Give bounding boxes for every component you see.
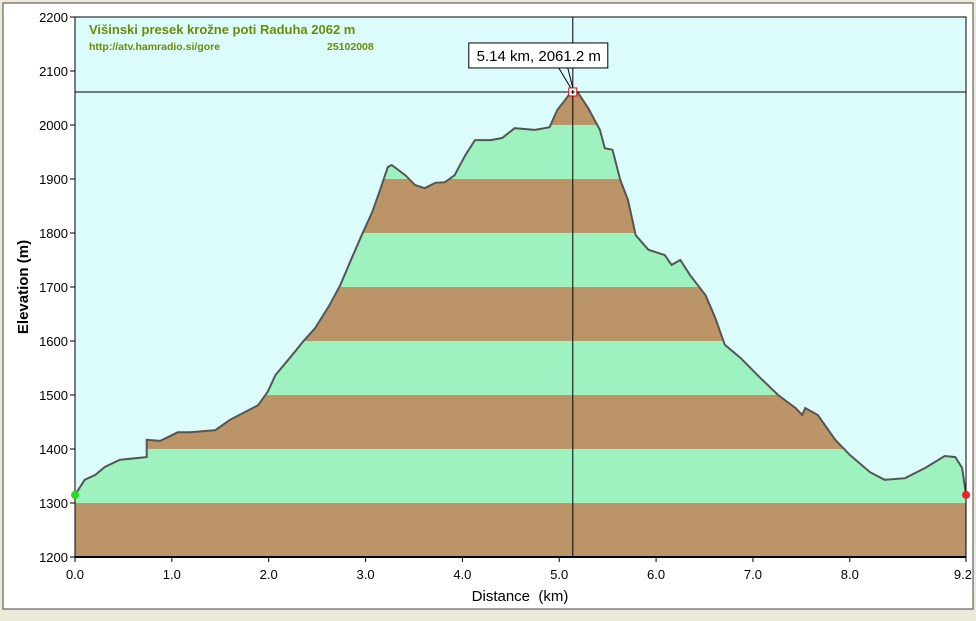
x-tick-label: 7.0 — [744, 567, 762, 582]
x-tick-label: 8.0 — [841, 567, 859, 582]
x-tick-label: 9.2 — [954, 567, 972, 582]
x-tick-label: 2.0 — [260, 567, 278, 582]
x-tick-label: 3.0 — [357, 567, 375, 582]
y-tick-label: 1900 — [39, 172, 68, 187]
x-tick-label: 1.0 — [163, 567, 181, 582]
callout-pointer — [558, 67, 574, 89]
y-tick-label: 2000 — [39, 118, 68, 133]
y-tick-label: 2100 — [39, 64, 68, 79]
axes: 0.0 1.0 2.0 3.0 4.0 5.0 6.0 7.0 8.0 9.2 1200 1300 14… — [39, 10, 972, 582]
y-axis-label: Elevation (m) — [15, 240, 32, 334]
crosshair-icon — [570, 89, 575, 94]
elevation-band — [75, 503, 966, 557]
y-tick-label: 1600 — [39, 334, 68, 349]
y-tick-label: 1300 — [39, 496, 68, 511]
y-tick-label: 2200 — [39, 10, 68, 25]
y-tick-label: 1800 — [39, 226, 68, 241]
chart-title: Višinski presek krožne poti Raduha 2062 … — [89, 22, 355, 37]
chart-subtitle-date: 25102008 — [327, 41, 374, 53]
x-tick-label: 0.0 — [66, 567, 84, 582]
y-tick-label: 1400 — [39, 442, 68, 457]
x-tick-label: 5.0 — [550, 567, 568, 582]
cursor-callout-box — [468, 42, 609, 69]
end-marker — [962, 490, 970, 499]
cursor-readout: 5.14 km, 2061.2 m — [477, 48, 601, 65]
y-tick-label: 1500 — [39, 388, 68, 403]
start-marker — [71, 490, 79, 499]
x-tick-label: 6.0 — [647, 567, 665, 582]
elevation-band — [75, 449, 966, 503]
chart-subtitle-url: http://atv.hamradio.si/gore — [89, 41, 220, 53]
y-tick-label: 1200 — [39, 550, 68, 565]
x-tick-label: 4.0 — [453, 567, 471, 582]
y-tick-label: 1700 — [39, 280, 68, 295]
x-axis-label: Distance (km) — [472, 588, 569, 605]
cursor[interactable]: 5.14 km, 2061.2 m — [75, 17, 966, 557]
profile-line — [74, 91, 967, 496]
